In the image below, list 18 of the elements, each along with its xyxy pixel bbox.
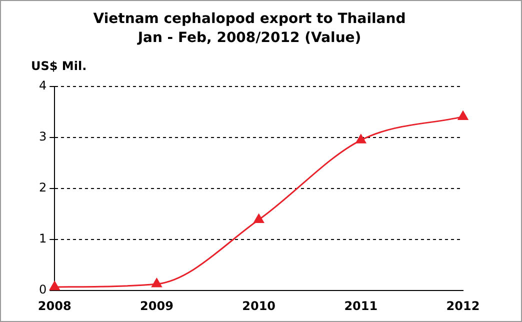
y-tick-label: 1 <box>38 232 47 246</box>
point <box>50 281 60 290</box>
point <box>458 110 468 120</box>
chart-subtitle: Jan - Feb, 2008/2012 (Value) <box>136 30 362 46</box>
x-tick-label: 2008 <box>38 298 72 313</box>
y-axis-title: US$ Mil. <box>31 59 87 73</box>
point <box>152 278 162 288</box>
y-tick-label: 3 <box>38 130 47 144</box>
y-tick-label: 2 <box>38 180 47 195</box>
x-tick-label: 2009 <box>140 298 174 313</box>
y-tick-label: 4 <box>38 78 47 93</box>
x-tick-label: 2012 <box>446 298 480 313</box>
point <box>254 214 264 223</box>
x-tick-label: 2010 <box>242 298 276 313</box>
x-tick-label: 2011 <box>344 298 378 313</box>
y-tick-label: 0 <box>38 282 47 297</box>
point <box>356 134 366 144</box>
chart-title: Vietnam cephalopod export to Thailand <box>93 11 406 28</box>
